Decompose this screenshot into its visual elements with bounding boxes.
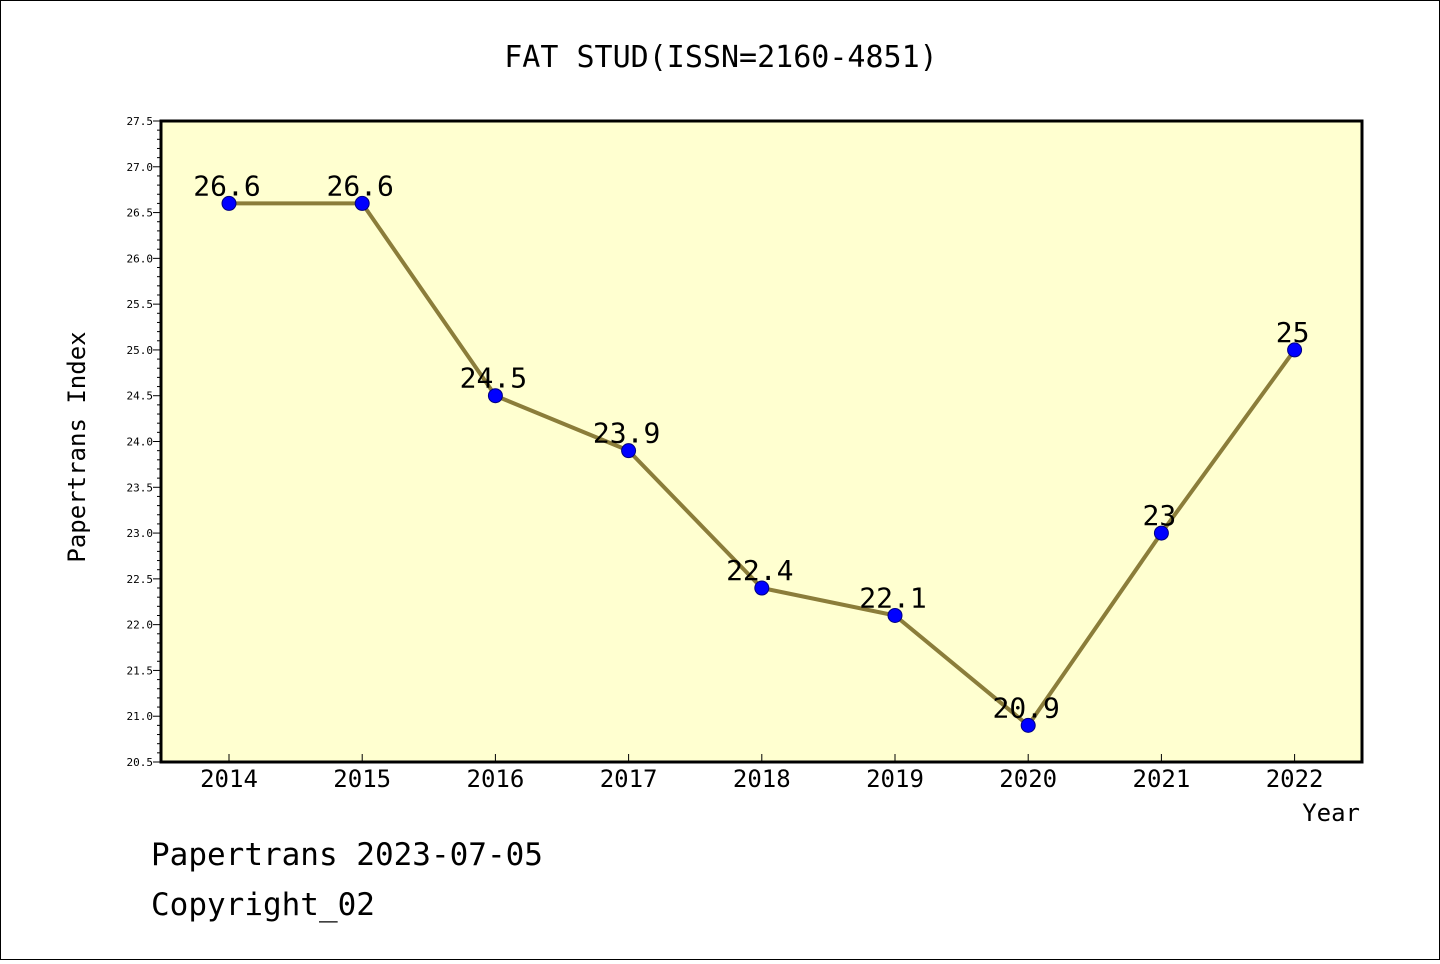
y-tick-label: 21.5 bbox=[127, 664, 154, 677]
footer-date: Papertrans 2023-07-05 bbox=[151, 837, 543, 873]
y-tick-label: 24.0 bbox=[127, 436, 154, 449]
x-tick-label: 2022 bbox=[1266, 765, 1324, 793]
data-label: 25 bbox=[1276, 316, 1310, 349]
x-tick-label: 2014 bbox=[200, 765, 258, 793]
x-tick-label: 2021 bbox=[1133, 765, 1191, 793]
y-tick-label: 27.5 bbox=[127, 115, 154, 128]
data-labels: 26.6 26.6 24.5 23.9 22.4 22.1 20.9 23 25 bbox=[193, 169, 1309, 724]
data-label: 24.5 bbox=[460, 362, 527, 395]
data-label: 26.6 bbox=[326, 169, 393, 202]
x-tick-label: 2020 bbox=[999, 765, 1057, 793]
plot-area bbox=[159, 119, 1364, 764]
data-point-marker bbox=[621, 443, 637, 459]
y-tick-label: 25.0 bbox=[127, 344, 154, 357]
y-axis-label: Papertrans Index bbox=[63, 331, 91, 562]
y-tick-label: 26.0 bbox=[127, 252, 154, 265]
y-tick-label: 20.5 bbox=[127, 756, 154, 769]
x-tick-label: 2019 bbox=[866, 765, 924, 793]
data-point-marker bbox=[887, 607, 903, 623]
x-axis-label: Year bbox=[1302, 799, 1360, 827]
y-tick-label: 24.5 bbox=[127, 390, 154, 403]
y-tick-label: 22.0 bbox=[127, 619, 154, 632]
x-tick-label: 2018 bbox=[733, 765, 791, 793]
data-point-marker bbox=[354, 195, 370, 211]
data-label: 23 bbox=[1143, 499, 1177, 532]
y-tick-label: 25.5 bbox=[127, 298, 154, 311]
data-point-marker bbox=[1020, 717, 1036, 733]
x-tick-label: 2017 bbox=[600, 765, 658, 793]
data-point-marker bbox=[221, 195, 237, 211]
x-axis: 2014 2015 2016 2017 2018 2019 2020 2021 2022 bbox=[200, 754, 1323, 793]
y-tick-label: 27.0 bbox=[127, 161, 154, 174]
x-tick-label: 2015 bbox=[333, 765, 391, 793]
y-tick-label: 26.5 bbox=[127, 207, 154, 220]
data-point-marker bbox=[1153, 525, 1169, 541]
y-tick-label: 23.0 bbox=[127, 527, 154, 540]
data-label: 20.9 bbox=[992, 691, 1059, 724]
data-point-marker bbox=[1287, 342, 1303, 358]
footer-copyright: Copyright_02 bbox=[151, 887, 375, 923]
y-tick-label: 23.5 bbox=[127, 481, 154, 494]
x-tick-label: 2016 bbox=[467, 765, 525, 793]
data-label: 26.6 bbox=[193, 169, 260, 202]
data-point-marker bbox=[754, 580, 770, 596]
y-tick-label: 21.0 bbox=[127, 710, 154, 723]
chart-title: FAT STUD(ISSN=2160-4851) bbox=[504, 40, 937, 75]
data-point-marker bbox=[487, 388, 503, 404]
y-axis: 20.5 21.0 21.5 22.0 22.5 23.0 23.5 24.0 24.5 25.0… bbox=[127, 115, 161, 769]
data-label: 23.9 bbox=[593, 417, 660, 450]
data-label: 22.1 bbox=[859, 581, 926, 614]
y-tick-label: 22.5 bbox=[127, 573, 154, 586]
data-label: 22.4 bbox=[726, 554, 793, 587]
series-line-group bbox=[221, 195, 1303, 733]
